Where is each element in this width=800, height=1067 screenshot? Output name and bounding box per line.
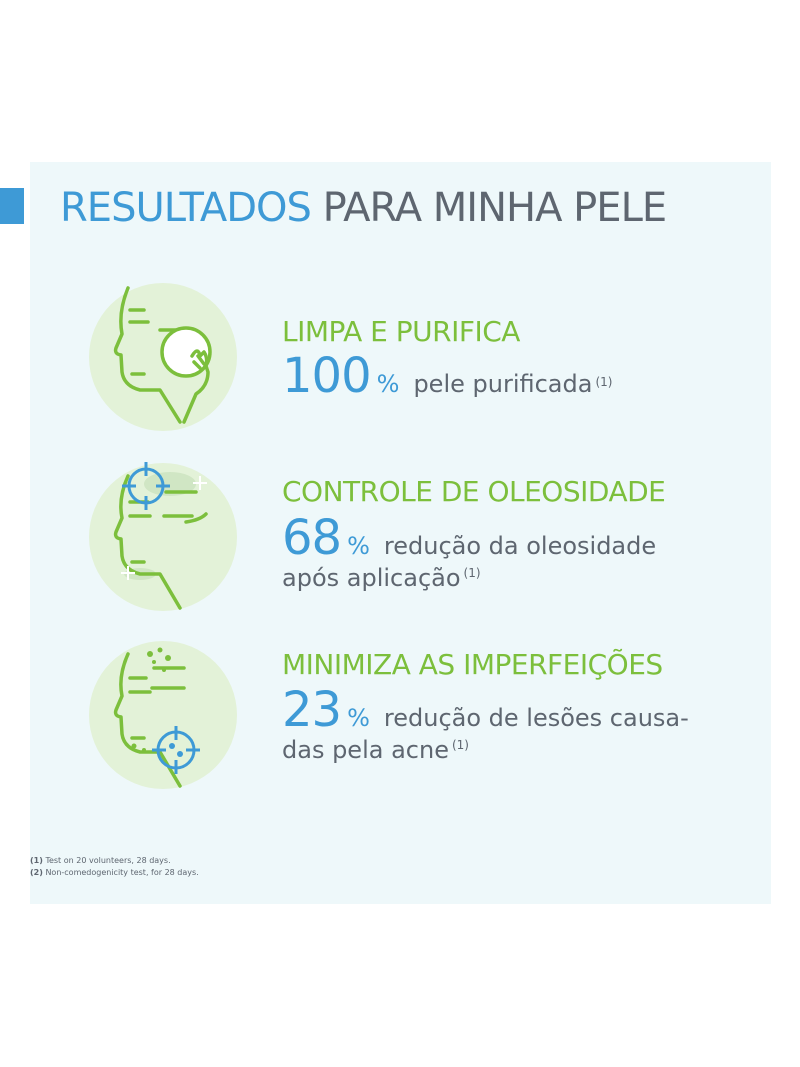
stat-number: 23: [282, 682, 342, 738]
benefit-stat-oil-control-line2: após aplicação (1): [282, 564, 481, 592]
stat-ref: (1): [463, 566, 481, 580]
face-blemish-target-icon: [88, 640, 238, 790]
benefit-heading-imperfections: MINIMIZA AS IMPERFEIÇÕES: [282, 648, 663, 681]
stat-text-continued: das pela acne: [282, 736, 449, 764]
footnote-text: Non-comedogenicity test, for 28 days.: [45, 868, 199, 877]
stat-text: redução da oleosidade: [383, 532, 657, 560]
title-highlight: RESULTADOS: [60, 185, 312, 231]
stat-number: 68: [282, 510, 342, 566]
benefit-heading-oil-control: CONTROLE DE OLEOSIDADE: [282, 475, 666, 508]
stat-percent: %: [347, 704, 370, 732]
accent-bar: [0, 188, 24, 224]
stat-text-continued: após aplicação: [282, 564, 461, 592]
face-cotton-pad-icon: [88, 282, 238, 432]
footnote-text: Test on 20 volunteers, 28 days.: [45, 856, 171, 865]
stat-ref: (1): [595, 374, 613, 389]
stat-text: pele purificada: [413, 370, 593, 398]
face-oil-target-icon: [88, 462, 238, 612]
page-title: RESULTADOS PARA MINHA PELE: [60, 184, 668, 232]
benefit-heading-cleanse: LIMPA E PURIFICA: [282, 315, 520, 348]
stat-percent: %: [347, 532, 370, 560]
benefit-stat-imperfections-line2: das pela acne (1): [282, 736, 469, 764]
footnote-ref: (2): [30, 868, 43, 877]
benefit-stat-cleanse: 100% pele purificada (1): [282, 348, 612, 404]
stat-ref: (1): [451, 738, 469, 752]
benefit-stat-oil-control: 68% redução da oleosidade: [282, 510, 656, 566]
footnote-1: (1) Test on 20 volunteers, 28 days.: [30, 856, 171, 865]
benefit-stat-imperfections: 23% redução de lesões causa-: [282, 682, 689, 738]
title-rest: PARA MINHA PELE: [322, 185, 668, 231]
stat-percent: %: [376, 370, 400, 398]
footnote-2: (2) Non-comedogenicity test, for 28 days…: [30, 868, 199, 877]
footnote-ref: (1): [30, 856, 43, 865]
stat-number: 100: [282, 348, 372, 404]
stat-text: redução de lesões causa-: [383, 704, 689, 732]
